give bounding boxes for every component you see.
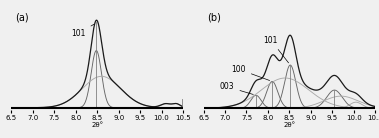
Text: 101: 101 <box>264 35 288 63</box>
Text: 100: 100 <box>232 65 269 80</box>
Text: 101: 101 <box>71 24 94 38</box>
Text: (b): (b) <box>207 13 221 23</box>
X-axis label: 2θ°: 2θ° <box>91 122 103 128</box>
Text: (a): (a) <box>15 13 28 23</box>
Text: 003: 003 <box>220 82 253 95</box>
X-axis label: 2θ°: 2θ° <box>283 122 296 128</box>
